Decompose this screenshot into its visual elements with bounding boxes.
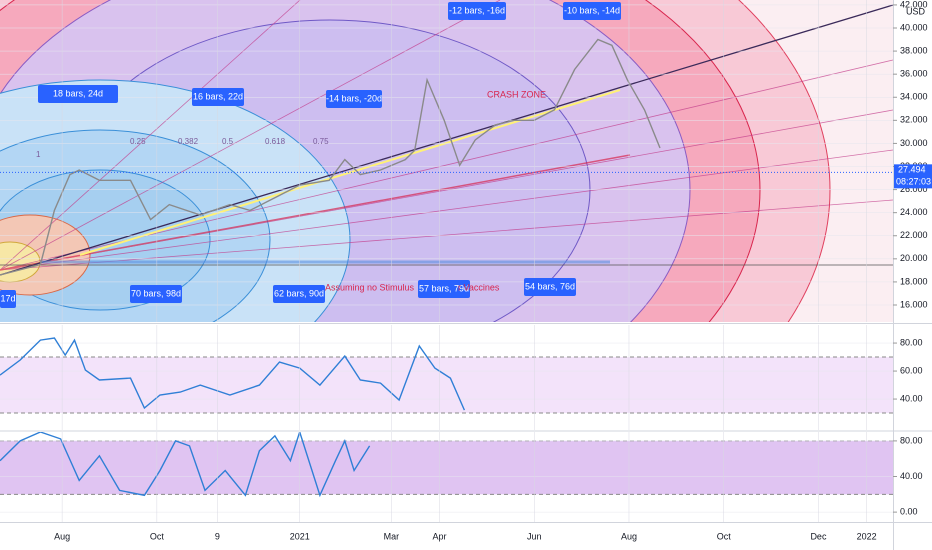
annotation-box — [38, 85, 118, 103]
y-tick-label: 20.000 — [900, 253, 928, 263]
annotation-box — [326, 90, 382, 108]
annotation: -12 bars, -16d — [449, 5, 505, 15]
y-tick-label: 22.000 — [900, 230, 928, 240]
annotation-box — [273, 285, 325, 303]
y-tick-label: 34.000 — [900, 92, 928, 102]
annotation: 16 bars, 22d — [193, 91, 243, 101]
countdown: 08:27:03 — [896, 177, 931, 187]
y-tick-label: 16.000 — [900, 299, 928, 309]
fib-label: 1 — [36, 150, 41, 159]
x-tick-label: Dec — [810, 531, 827, 541]
annotation: 62 bars, 90d — [274, 288, 324, 298]
plot — [0, 337, 893, 414]
y-tick-label: 30.000 — [900, 138, 928, 148]
annotation: 54 bars, 76d — [525, 281, 575, 291]
y-tick-label: 26.000 — [900, 184, 928, 194]
annotation-box — [192, 88, 244, 106]
y-tick-label: 18.000 — [900, 276, 928, 286]
annotation: 57 bars, 79d — [419, 283, 469, 293]
annotation-box — [418, 280, 470, 298]
series-line — [0, 432, 371, 498]
y-tick-label: 36.000 — [900, 69, 928, 79]
x-tick-label: 2021 — [290, 531, 310, 541]
currency: USD — [906, 6, 926, 16]
fib-label: 0.618 — [265, 137, 286, 146]
annotation-box — [448, 2, 506, 20]
note: CRASH ZONE — [487, 89, 546, 99]
y-tick-label: 32.000 — [900, 115, 928, 125]
plot — [0, 432, 893, 513]
y-tick-label: 80.00 — [900, 435, 923, 445]
series-line — [0, 337, 466, 411]
annotation-box — [130, 285, 182, 303]
y-tick-label: 24.000 — [900, 207, 928, 217]
fib-label: 0.382 — [178, 137, 199, 146]
x-tick-label: Apr — [433, 531, 447, 541]
x-tick-label: Mar — [384, 531, 400, 541]
y-tick-label: 38.000 — [900, 45, 928, 55]
y-tick-label: 40.00 — [900, 393, 923, 403]
trend-line — [0, 4, 893, 276]
annotation-box — [0, 290, 16, 308]
annotation-box — [524, 278, 576, 296]
last-price-label: 27.494 — [898, 165, 926, 175]
fib-label: 0.75 — [313, 137, 329, 146]
y-tick-label: 0.00 — [900, 506, 918, 516]
annotation: -10 bars, -14d — [564, 5, 620, 15]
x-tick-label: Aug — [621, 531, 637, 541]
last-price-box — [894, 164, 932, 189]
annotation: 17d — [0, 293, 15, 303]
y-tick-label: 42.000 — [900, 0, 928, 9]
x-tick-label: Oct — [150, 531, 165, 541]
y-tick-label: 80.00 — [900, 337, 923, 347]
x-tick-label: 2022 — [857, 531, 877, 541]
annotation: -14 bars, -20d — [326, 93, 382, 103]
x-tick-label: 9 — [215, 531, 220, 541]
annotation-box — [563, 2, 621, 20]
x-tick-label: Aug — [54, 531, 70, 541]
annotation: 18 bars, 24d — [53, 88, 103, 98]
projection-line — [79, 89, 621, 256]
y-tick-label: 60.00 — [900, 365, 923, 375]
x-tick-label: Jun — [527, 531, 542, 541]
annotation: 70 bars, 98d — [131, 288, 181, 298]
y-tick-label: 40.00 — [900, 471, 923, 481]
plot — [0, 4, 893, 306]
x-tick-label: Oct — [717, 531, 732, 541]
fib-label: 0.25 — [130, 137, 146, 146]
note: Assuming no Stimulus — [325, 282, 415, 292]
band — [0, 440, 893, 495]
y-tick-label: 40.000 — [900, 22, 928, 32]
series-line — [0, 38, 661, 276]
fib-label: 0.5 — [222, 137, 234, 146]
note: r Vaccines — [458, 282, 500, 292]
